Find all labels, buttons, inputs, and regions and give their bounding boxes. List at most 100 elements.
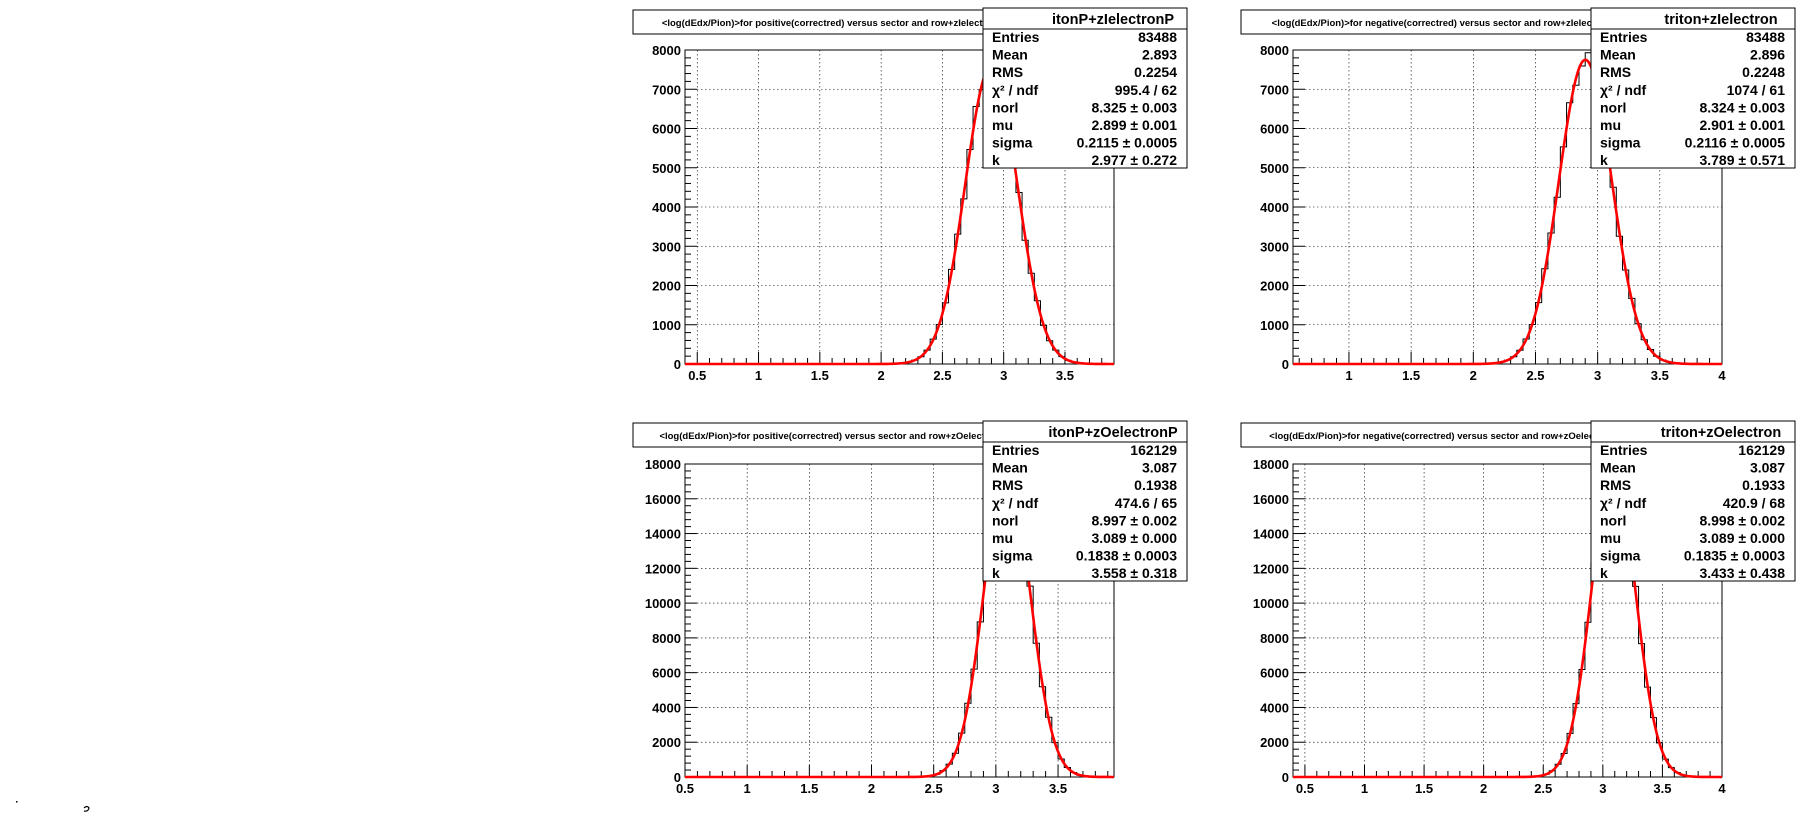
stat-value: 995.4 / 62 xyxy=(1115,82,1177,98)
stat-value: 162129 xyxy=(1738,442,1785,458)
y-tick-label: 1000 xyxy=(1260,318,1289,333)
stat-label: χ² / ndf xyxy=(992,82,1038,98)
stat-value: 2.893 xyxy=(1142,47,1177,63)
stat-value: 2.977 ± 0.272 xyxy=(1091,152,1177,168)
x-tick-label: 2 xyxy=(1470,368,1477,383)
stats-box-name: itonP+zOelectronP xyxy=(1048,425,1178,441)
x-tick-label: 0.5 xyxy=(1296,781,1314,796)
y-tick-label: 7000 xyxy=(1260,82,1289,97)
y-tick-label: 5000 xyxy=(1260,161,1289,176)
stat-label: mu xyxy=(992,117,1013,133)
stats-box xyxy=(982,420,1188,582)
x-tick-label: 2 xyxy=(1480,781,1487,796)
stat-label: RMS xyxy=(1600,64,1631,80)
stat-value: 1074 / 61 xyxy=(1727,82,1786,98)
x-tick-label: 0.5 xyxy=(676,781,694,796)
x-tick-label: 1 xyxy=(1345,368,1352,383)
y-tick-label: 12000 xyxy=(1253,561,1289,576)
stat-label: Entries xyxy=(992,29,1040,45)
stat-value: 420.9 / 68 xyxy=(1723,495,1785,511)
x-tick-label: 3 xyxy=(1599,781,1606,796)
stat-label: Mean xyxy=(992,460,1028,476)
y-tick-label: 18000 xyxy=(1253,457,1289,472)
y-tick-label: 8000 xyxy=(652,43,681,58)
fit-curve xyxy=(685,64,1114,366)
histogram-title: <log(dEdx/Pion)>for positive(correctred)… xyxy=(659,431,1007,442)
stat-label: Mean xyxy=(1600,460,1636,476)
fit-curve xyxy=(1293,58,1722,366)
stat-value: 162129 xyxy=(1130,442,1177,458)
y-tick-label: 12000 xyxy=(645,561,681,576)
stat-label: sigma xyxy=(1600,135,1641,151)
stat-value: 2.896 xyxy=(1750,47,1785,63)
y-tick-label: 2000 xyxy=(652,735,681,750)
x-tick-label: 3.5 xyxy=(1651,368,1669,383)
stat-value: 0.1835 ± 0.0003 xyxy=(1684,548,1785,564)
x-tick-label: 1.5 xyxy=(811,368,829,383)
y-tick-label: 14000 xyxy=(1253,527,1289,542)
x-tick-label: 4 xyxy=(1718,781,1726,796)
x-tick-label: 0.5 xyxy=(688,368,706,383)
pad-4: 0.5 1 1.5 2 2.5 3 3.5 4 0 2000 4000 6000 8000 10000 12… xyxy=(1240,420,1796,796)
histogram-title: <log(dEdx/Pion)>for positive(correctred)… xyxy=(662,18,1005,29)
x-tick-label: 3.5 xyxy=(1049,781,1067,796)
y-tick-label: 0 xyxy=(674,770,681,785)
y-tick-label: 7000 xyxy=(652,82,681,97)
x-tick-label: 4 xyxy=(1718,368,1726,383)
stat-label: χ² / ndf xyxy=(992,495,1038,511)
y-tick-label: 8000 xyxy=(1260,43,1289,58)
stat-label: Mean xyxy=(1600,47,1636,63)
stat-label: RMS xyxy=(992,64,1023,80)
stat-label: norl xyxy=(1600,512,1626,528)
stat-label: k xyxy=(1600,152,1608,168)
y-tick-label: 3000 xyxy=(1260,239,1289,254)
stats-box xyxy=(982,7,1188,169)
stat-label: Entries xyxy=(1600,442,1648,458)
title-box xyxy=(1240,422,1642,448)
y-tick-label: 4000 xyxy=(1260,700,1289,715)
title-box xyxy=(632,9,1034,35)
pads: 0.5 1 1.5 2 2.5 3 3.5 0 1000 2000 3000 4000 5000 6000… xyxy=(632,7,1796,796)
stat-label: sigma xyxy=(992,135,1033,151)
stray-glyph xyxy=(83,805,90,812)
stat-value: 0.2115 ± 0.0005 xyxy=(1077,135,1178,151)
y-tick-label: 1000 xyxy=(652,318,681,333)
stats-box xyxy=(1590,420,1796,582)
fit-curve xyxy=(685,466,1114,779)
y-tick-label: 4000 xyxy=(652,200,681,215)
y-tick-label: 2000 xyxy=(1260,279,1289,294)
x-tick-label: 2.5 xyxy=(925,781,943,796)
pad-3: 0.5 1 1.5 2 2.5 3 3.5 0 2000 4000 6000 8000 10000 120… xyxy=(632,420,1188,796)
y-tick-label: 0 xyxy=(1282,357,1289,372)
stat-value: 0.2254 xyxy=(1134,64,1177,80)
stat-value: 3.087 xyxy=(1142,460,1177,476)
x-tick-label: 2.5 xyxy=(933,368,951,383)
stat-label: sigma xyxy=(992,548,1033,564)
x-tick-label: 3 xyxy=(1000,368,1007,383)
stat-value: 8.998 ± 0.002 xyxy=(1699,512,1785,528)
y-tick-label: 6000 xyxy=(1260,122,1289,137)
stat-label: mu xyxy=(1600,530,1621,546)
y-tick-label: 4000 xyxy=(652,700,681,715)
stat-value: 0.1838 ± 0.0003 xyxy=(1076,548,1177,564)
stat-label: sigma xyxy=(1600,548,1641,564)
stat-value: 3.433 ± 0.438 xyxy=(1699,565,1785,581)
stat-value: 3.789 ± 0.571 xyxy=(1699,152,1785,168)
stat-value: 8.997 ± 0.002 xyxy=(1091,512,1177,528)
x-tick-label: 1.5 xyxy=(800,781,818,796)
stat-value: 2.899 ± 0.001 xyxy=(1091,117,1177,133)
stat-label: RMS xyxy=(1600,477,1631,493)
y-tick-label: 10000 xyxy=(1253,596,1289,611)
stat-label: norl xyxy=(992,512,1018,528)
stats-box xyxy=(1590,7,1796,169)
x-tick-label: 2.5 xyxy=(1526,368,1544,383)
y-tick-label: 6000 xyxy=(1260,666,1289,681)
stat-label: RMS xyxy=(992,477,1023,493)
fit-curve xyxy=(1293,466,1722,779)
stat-label: Entries xyxy=(1600,29,1648,45)
stat-label: χ² / ndf xyxy=(1600,495,1646,511)
stat-value: 3.558 ± 0.318 xyxy=(1091,565,1177,581)
pad-2: 1 1.5 2 2.5 3 3.5 4 0 1000 2000 3000 4000 5000 6000 70… xyxy=(1240,7,1796,383)
x-tick-label: 1 xyxy=(755,368,762,383)
